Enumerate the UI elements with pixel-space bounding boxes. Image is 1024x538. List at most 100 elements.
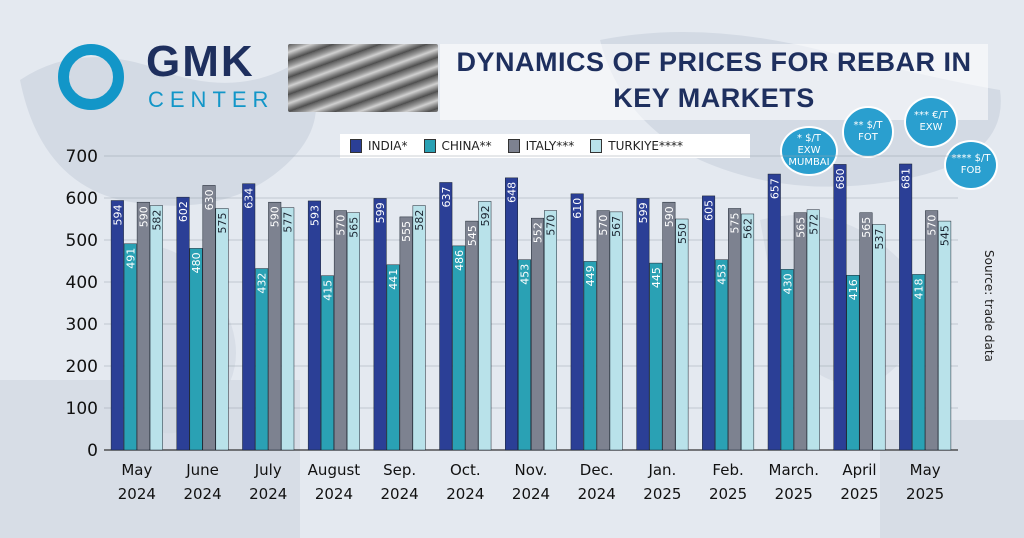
x-tick-label: May	[910, 461, 941, 479]
source-note: Source: trade data	[982, 250, 996, 362]
x-tick-label: July	[254, 461, 282, 479]
x-tick-label: April	[842, 461, 876, 479]
legend-swatch-turkiye	[590, 139, 603, 153]
note-china: ** $/T FOT	[842, 106, 894, 158]
legend-item-india: INDIA*	[350, 139, 408, 153]
value-label: 562	[742, 218, 755, 239]
bar	[320, 275, 334, 451]
bar	[452, 245, 466, 451]
y-tick-label: 400	[66, 273, 98, 293]
bar	[136, 201, 150, 451]
legend-item-china: CHINA**	[423, 139, 492, 153]
bar	[609, 211, 623, 451]
bar	[793, 212, 807, 451]
bar	[110, 200, 124, 451]
y-tick-label: 600	[66, 189, 98, 209]
value-label: 552	[532, 222, 545, 243]
bar	[412, 205, 426, 451]
bar	[268, 201, 282, 451]
x-tick-year: 2024	[315, 485, 353, 503]
bar	[123, 243, 137, 451]
value-label: 432	[256, 273, 269, 294]
y-tick-label: 500	[66, 231, 98, 251]
note-turkiye: **** $/T FOB	[944, 140, 998, 190]
bar	[715, 259, 729, 451]
value-label: 550	[676, 223, 689, 244]
x-tick-year: 2025	[643, 485, 681, 503]
x-tick-year: 2025	[840, 485, 878, 503]
x-tick-year: 2024	[118, 485, 156, 503]
bar	[242, 183, 256, 451]
y-tick-label: 100	[66, 399, 98, 419]
y-tick-label: 0	[87, 441, 98, 461]
bar	[202, 185, 216, 451]
legend-label-turkiye: TURKIYE****	[608, 139, 684, 153]
bar	[859, 212, 873, 451]
note-italy: *** €/T EXW	[904, 96, 958, 148]
value-label: 430	[781, 273, 794, 294]
value-label: 545	[466, 225, 479, 246]
value-label: 418	[913, 278, 926, 299]
legend-label-italy: ITALY***	[525, 139, 575, 153]
value-label: 630	[203, 189, 216, 210]
value-label: 599	[637, 202, 650, 223]
value-label: 657	[768, 178, 781, 199]
gmk-center-logo: GMK CENTER	[58, 36, 278, 116]
value-label: 577	[282, 212, 295, 233]
value-label: 590	[663, 206, 676, 227]
bar	[872, 224, 886, 451]
y-tick-label: 700	[66, 147, 98, 167]
x-tick-year: 2025	[906, 485, 944, 503]
bar	[544, 210, 557, 451]
x-axis: May 2024 June 2024 July 2024 August 2024 Sep. 202…	[118, 461, 944, 503]
value-label: 599	[374, 202, 387, 223]
value-label: 555	[400, 221, 413, 242]
x-tick-label: Feb.	[712, 461, 743, 479]
value-label: 415	[321, 280, 334, 301]
bar	[465, 220, 479, 451]
value-label: 594	[111, 205, 124, 226]
value-label: 582	[413, 210, 426, 231]
bar	[636, 198, 650, 451]
bar	[767, 173, 781, 451]
x-tick-label: Oct.	[450, 461, 481, 479]
bar	[149, 205, 163, 451]
bar	[189, 248, 203, 451]
bar	[925, 210, 939, 451]
y-axis: 0 100 200 300 400 500 600 700	[66, 147, 98, 461]
bar	[531, 217, 544, 451]
legend-item-italy: ITALY***	[507, 139, 575, 153]
x-tick-year: 2025	[709, 485, 747, 503]
bar	[662, 201, 676, 451]
legend-label-india: INDIA*	[368, 139, 408, 153]
logo-name: GMK	[146, 37, 255, 86]
x-tick-year: 2024	[183, 485, 221, 503]
bar	[741, 213, 755, 451]
bar	[899, 163, 913, 451]
bar	[478, 201, 492, 451]
x-tick-year: 2024	[446, 485, 484, 503]
x-tick-label: Dec.	[580, 461, 614, 479]
value-label: 416	[847, 279, 860, 300]
bar	[176, 196, 190, 451]
note-india: * $/T EXW MUMBAI	[780, 126, 838, 176]
value-label: 570	[334, 215, 347, 236]
value-label: 605	[703, 200, 716, 221]
value-label: 486	[453, 250, 466, 271]
x-tick-label: Jan.	[647, 461, 676, 479]
bar	[780, 269, 794, 451]
value-label: 610	[571, 198, 584, 219]
value-label: 449	[584, 265, 597, 286]
legend-item-turkiye: TURKIYE****	[590, 139, 683, 153]
value-label: 453	[519, 264, 532, 285]
x-tick-label: Sep.	[383, 461, 416, 479]
x-tick-year: 2024	[578, 485, 616, 503]
bar	[518, 259, 531, 451]
value-label: 545	[939, 225, 952, 246]
bar	[912, 274, 926, 451]
value-label: 593	[308, 205, 321, 226]
value-label: 565	[794, 217, 807, 238]
x-tick-label: Nov.	[515, 461, 548, 479]
bar	[255, 268, 269, 451]
